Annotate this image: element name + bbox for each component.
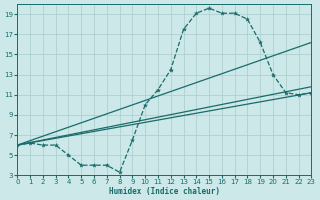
X-axis label: Humidex (Indice chaleur): Humidex (Indice chaleur) [109,187,220,196]
